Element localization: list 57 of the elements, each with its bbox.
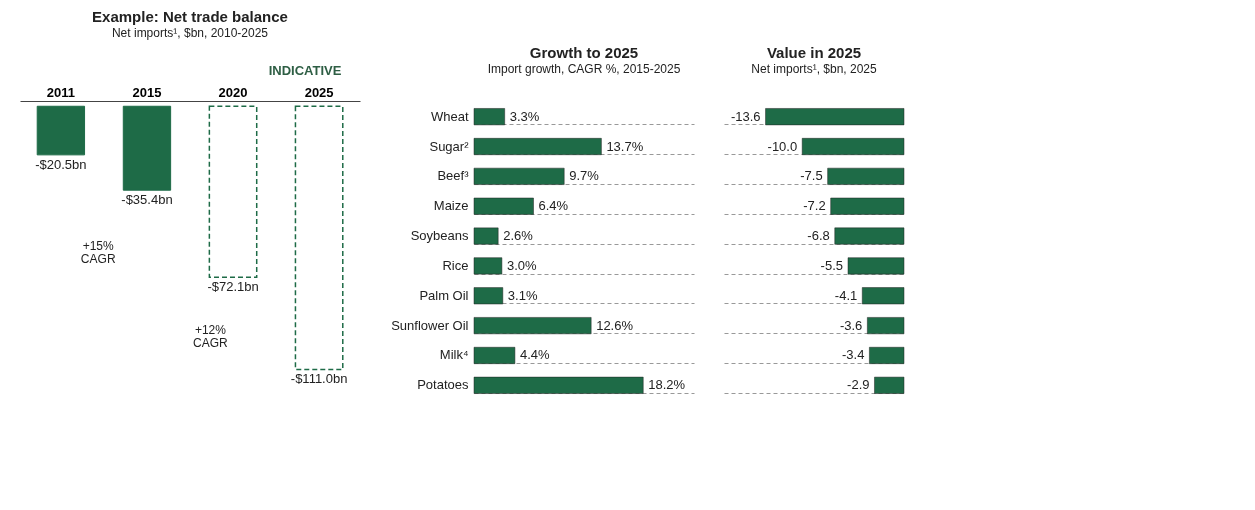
data-label: 3.0% (506, 257, 537, 273)
text: INDICATIVE (268, 63, 342, 78)
data-label: 9.7% (569, 168, 600, 184)
data-label: 3.1% (507, 287, 538, 303)
x-tick-label: 2025 (304, 84, 334, 100)
y-tick-label: Sugar² (429, 138, 470, 154)
chart-subtitle: Net imports¹, $bn, 2010-2025 (111, 26, 269, 40)
data-label: -13.6 (730, 108, 761, 124)
y-tick-label: Palm Oil (419, 287, 469, 303)
data-label: -3.4 (841, 347, 865, 363)
data-label: 4.4% (519, 347, 550, 363)
chart-title: Value in 2025 (766, 44, 862, 61)
chart-title: Growth to 2025 (529, 44, 639, 61)
data-label: -7.2 (803, 198, 826, 214)
data-label: 6.4% (538, 198, 569, 214)
y-tick-label: Milk⁴ (439, 347, 469, 363)
bar (473, 108, 505, 126)
annotation: +15% CAGR (80, 239, 116, 266)
y-tick-label: Beef³ (437, 168, 470, 184)
y-tick-label: Rice (442, 257, 469, 273)
bar (473, 287, 504, 305)
data-label: -2.9 (847, 377, 870, 393)
data-label: -6.8 (807, 228, 830, 244)
bar (473, 167, 565, 185)
data-label: -$35.4bn (121, 192, 173, 208)
bar (473, 317, 592, 335)
x-tick-label: 2015 (132, 84, 162, 100)
data-label: -10.0 (767, 138, 798, 154)
chart-subtitle: Net imports¹, $bn, 2025 (751, 62, 878, 76)
bar (473, 376, 644, 394)
x-tick-label: 2020 (218, 84, 248, 100)
data-label: 13.7% (606, 138, 644, 154)
bar (473, 347, 516, 364)
data-label: -$20.5bn (35, 156, 87, 172)
data-label: -7.5 (800, 168, 823, 184)
bar (473, 138, 602, 155)
data-label: -5.5 (820, 257, 843, 273)
data-label: -$111.0bn (290, 371, 348, 387)
annotation: +12% CAGR (193, 323, 229, 350)
data-label: 18.2% (648, 377, 686, 393)
data-label: 3.3% (509, 108, 540, 124)
bar (473, 197, 534, 215)
data-label: -4.1 (834, 287, 858, 303)
data-label: 12.6% (596, 317, 634, 333)
y-tick-label: Wheat (430, 108, 469, 124)
y-tick-label: Soybeans (410, 228, 469, 244)
x-tick-label: 2011 (46, 84, 75, 100)
y-tick-label: Maize (433, 198, 469, 214)
bar (473, 227, 499, 245)
data-label: -3.6 (839, 317, 863, 333)
data-label: 2.6% (503, 228, 534, 244)
data-label: -$72.1bn (207, 279, 259, 295)
y-tick-label: Sunflower Oil (391, 317, 469, 333)
y-tick-label: Potatoes (417, 377, 469, 393)
chart-subtitle: Import growth, CAGR %, 2015-2025 (487, 62, 681, 76)
chart-title: Example: Net trade balance (92, 8, 288, 25)
bar (473, 257, 503, 275)
